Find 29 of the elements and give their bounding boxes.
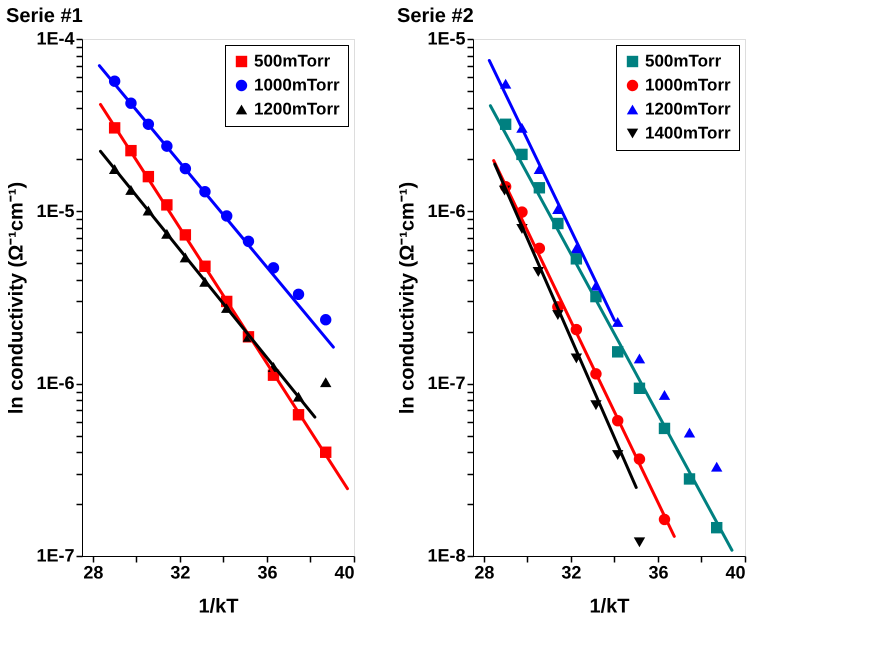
chart-title: Serie #1 xyxy=(6,5,83,27)
y-tick-label: 1E-5 xyxy=(427,28,466,48)
y-tick-label: 1E-6 xyxy=(36,373,74,394)
legend-label: 1000mTorr xyxy=(645,76,732,94)
y-tick-label: 1E-5 xyxy=(36,200,74,221)
x-tick-label: 40 xyxy=(334,562,354,582)
x-tick-label: 32 xyxy=(170,562,190,582)
y-tick-label: 1E-7 xyxy=(36,546,74,566)
y-tick-label: 1E-4 xyxy=(36,28,74,48)
y-tick-label: 1E-6 xyxy=(427,200,466,221)
x-axis-title: 1/kT xyxy=(589,596,630,618)
legend-label: 1400mTorr xyxy=(645,124,732,142)
legend-label: 1200mTorr xyxy=(645,100,732,118)
y-axis-title: ln conductivity (Ω⁻¹cm⁻¹) xyxy=(5,182,28,414)
chart-title: Serie #2 xyxy=(396,5,474,27)
y-tick-label: 1E-8 xyxy=(427,546,466,566)
y-tick-label: 1E-7 xyxy=(427,373,466,394)
legend-label: 500mTorr xyxy=(254,52,331,70)
x-tick-label: 36 xyxy=(257,562,278,582)
x-axis-title: 1/kT xyxy=(198,596,239,618)
x-tick-label: 40 xyxy=(725,562,746,582)
x-tick-label: 32 xyxy=(561,562,582,582)
legend-label: 1000mTorr xyxy=(254,76,340,94)
y-axis-title: ln conductivity (Ω⁻¹cm⁻¹) xyxy=(396,182,418,414)
x-tick-label: 36 xyxy=(648,562,668,582)
legend-label: 500mTorr xyxy=(645,52,722,70)
x-tick-label: 28 xyxy=(474,562,494,582)
legend-label: 1200mTorr xyxy=(254,100,340,118)
x-tick-label: 28 xyxy=(83,562,104,582)
